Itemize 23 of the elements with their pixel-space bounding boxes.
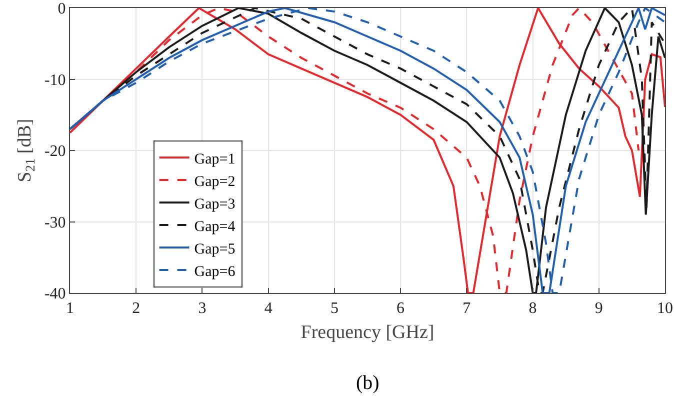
- x-tick-label: 9: [594, 300, 603, 318]
- x-tick-label: 7: [462, 300, 471, 318]
- x-tick-label: 2: [132, 300, 140, 318]
- legend-label: Gap=1: [194, 151, 236, 168]
- x-tick-label: 10: [657, 300, 673, 318]
- x-tick-label: 4: [264, 300, 272, 318]
- y-tick-label: -10: [44, 72, 66, 89]
- legend-label: Gap=6: [194, 264, 236, 280]
- x-tick-label: 3: [198, 300, 206, 318]
- legend-label: Gap=4: [194, 218, 236, 235]
- x-axis-title: Frequency [GHz]: [300, 322, 434, 343]
- x-tick-label: 6: [396, 300, 405, 318]
- legend-label: Gap=2: [194, 174, 236, 190]
- x-tick-label: 1: [66, 300, 74, 318]
- x-tick-label: 5: [330, 300, 338, 318]
- legend-label: Gap=3: [194, 196, 236, 212]
- y-tick-label: -40: [44, 286, 66, 303]
- legend-label: Gap=5: [194, 241, 236, 258]
- y-tick-label: -20: [44, 143, 66, 160]
- text: (b): [356, 372, 380, 394]
- y-tick-label: 0: [58, 0, 66, 18]
- y-tick-label: -30: [44, 214, 66, 232]
- x-tick-label: 8: [528, 300, 537, 318]
